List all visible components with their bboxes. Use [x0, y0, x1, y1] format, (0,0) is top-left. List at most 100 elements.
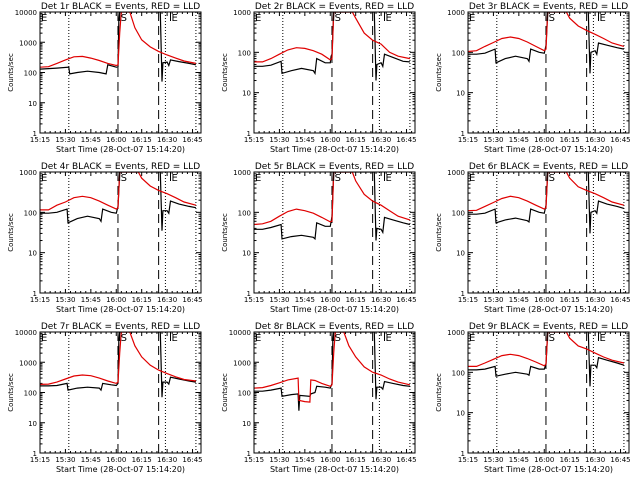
x-tick-label: 16:30: [371, 456, 391, 464]
interval-marker-label: S: [335, 13, 341, 24]
x-tick-label: 15:30: [269, 136, 289, 144]
panel-det-5: Det 5r BLACK = Events, RED = LLD Counts/s…: [221, 162, 417, 314]
x-tick-label: 16:00: [320, 296, 340, 304]
y-tick-label: 1000: [233, 359, 251, 367]
series-line-events: [468, 12, 625, 74]
y-tick-label: 10: [28, 250, 37, 258]
x-tick-label: 16:30: [157, 456, 177, 464]
interval-marker-label: E: [385, 173, 391, 184]
x-tick-label: 15:45: [295, 136, 315, 144]
x-tick-label: 16:15: [560, 456, 580, 464]
interval-marker-label: S: [335, 173, 341, 184]
panel-title: Det 4r BLACK = Events, RED = LLD: [41, 162, 200, 172]
x-tick-label: 16:30: [371, 136, 391, 144]
y-tick-label: 1: [247, 450, 251, 458]
y-axis-label: Counts/sec: [221, 373, 229, 412]
x-tick-label: 16:00: [106, 296, 126, 304]
series-line-events: [40, 172, 197, 231]
y-tick-label: 1000: [447, 329, 465, 337]
series-line-lld: [254, 332, 411, 403]
y-tick-label: 1000: [19, 169, 37, 177]
x-tick-label: 16:15: [346, 296, 366, 304]
x-tick-label: 16:30: [585, 456, 605, 464]
y-tick-label: 10: [456, 410, 465, 418]
y-tick-label: 10: [456, 90, 465, 98]
y-axis-label: Counts/sec: [221, 53, 229, 92]
x-axis-label: Start Time (28-Oct-07 15:14:20): [56, 145, 185, 154]
y-tick-label: 10000: [229, 329, 251, 337]
panel-det-7: Det 7r BLACK = Events, RED = LLD Counts/s…: [7, 322, 203, 474]
x-tick-label: 15:15: [244, 456, 264, 464]
y-tick-label: 1: [33, 130, 37, 138]
interval-marker-label: E: [385, 333, 391, 344]
panel-title: Det 9r BLACK = Events, RED = LLD: [469, 322, 628, 332]
series-line-events: [468, 172, 625, 234]
plot-frame: [467, 331, 630, 454]
x-tick-label: 16:15: [346, 456, 366, 464]
y-axis-label: Counts/sec: [435, 373, 443, 412]
series-line-lld: [40, 332, 196, 385]
x-tick-label: 15:30: [483, 136, 503, 144]
series-line-lld: [40, 172, 197, 211]
x-axis-label: Start Time (28-Oct-07 15:14:20): [270, 305, 399, 314]
series-line-events: [468, 332, 625, 387]
y-tick-label: 1000: [233, 9, 251, 17]
series-line-lld: [468, 172, 625, 212]
x-tick-label: 16:45: [396, 456, 416, 464]
x-tick-label: 15:15: [30, 296, 50, 304]
interval-marker-label: S: [549, 173, 555, 184]
interval-marker-label: E: [599, 13, 605, 24]
plot-frame: [39, 11, 202, 134]
interval-marker-label: S: [549, 333, 555, 344]
y-tick-label: 10: [456, 250, 465, 258]
x-tick-label: 16:45: [182, 456, 202, 464]
interval-marker-label: S: [335, 333, 341, 344]
x-tick-label: 15:45: [81, 136, 101, 144]
x-tick-label: 16:45: [182, 136, 202, 144]
panel-title: Det 1r BLACK = Events, RED = LLD: [41, 2, 200, 12]
panel-det-3: Det 3r BLACK = Events, RED = LLD Counts/s…: [435, 2, 631, 154]
x-tick-label: 16:45: [396, 136, 416, 144]
x-tick-label: 16:00: [106, 456, 126, 464]
y-tick-label: 100: [238, 390, 251, 398]
y-axis-label: Counts/sec: [7, 53, 15, 92]
plot-frame: [39, 171, 202, 294]
interval-marker-label: E: [41, 333, 47, 344]
y-tick-label: 10000: [15, 9, 37, 17]
y-tick-label: 100: [452, 209, 465, 217]
y-tick-label: 1000: [19, 39, 37, 47]
y-tick-label: 10: [28, 420, 37, 428]
x-tick-label: 15:45: [295, 296, 315, 304]
x-tick-label: 15:45: [509, 456, 529, 464]
interval-marker-label: E: [599, 173, 605, 184]
y-tick-label: 1000: [447, 169, 465, 177]
x-tick-label: 16:15: [560, 136, 580, 144]
x-tick-label: 15:30: [55, 136, 75, 144]
series-line-events: [40, 332, 196, 398]
y-axis-label: Counts/sec: [435, 53, 443, 92]
panel-det-6: Det 6r BLACK = Events, RED = LLD Counts/s…: [435, 162, 631, 314]
y-tick-label: 10: [242, 90, 251, 98]
interval-marker-label: E: [255, 333, 261, 344]
interval-marker-label: E: [171, 173, 177, 184]
x-tick-label: 16:45: [610, 296, 630, 304]
x-axis-label: Start Time (28-Oct-07 15:14:20): [484, 465, 613, 474]
series-line-lld: [468, 332, 625, 367]
series-line-lld: [254, 172, 411, 226]
x-axis-label: Start Time (28-Oct-07 15:14:20): [484, 305, 613, 314]
interval-marker-label: E: [41, 173, 47, 184]
x-tick-label: 16:45: [182, 296, 202, 304]
x-tick-label: 15:45: [295, 456, 315, 464]
x-tick-label: 15:15: [458, 296, 478, 304]
y-tick-label: 1: [461, 130, 465, 138]
plot-frame: [467, 171, 630, 294]
panel-title: Det 6r BLACK = Events, RED = LLD: [469, 162, 628, 172]
x-tick-label: 15:15: [244, 136, 264, 144]
y-tick-label: 1: [33, 450, 37, 458]
x-tick-label: 16:30: [585, 136, 605, 144]
x-tick-label: 16:15: [132, 296, 152, 304]
y-tick-label: 10: [242, 420, 251, 428]
series-line-events: [254, 172, 411, 241]
x-tick-label: 16:15: [346, 136, 366, 144]
x-tick-label: 15:30: [483, 456, 503, 464]
